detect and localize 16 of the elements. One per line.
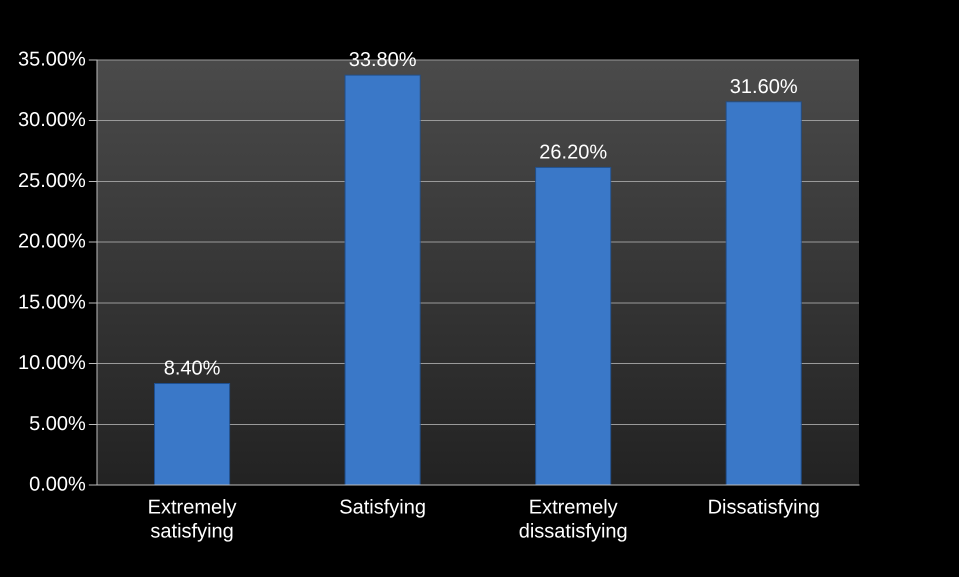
y-tick-label: 25.00% (18, 170, 86, 192)
y-tick-label: 10.00% (18, 352, 86, 374)
x-tick-label: Extremely satisfying (148, 496, 237, 543)
y-tick-label: 0.00% (29, 474, 86, 496)
data-label: 8.40% (164, 358, 221, 380)
y-tick-label: 5.00% (29, 412, 86, 435)
y-tick-label: 35.00% (18, 48, 86, 71)
y-tick-label: 30.00% (18, 109, 86, 132)
data-label: 33.80% (348, 49, 417, 72)
data-label: 31.60% (730, 76, 798, 98)
x-tick-label: Dissatisfying (708, 496, 820, 519)
x-tick-label: Extremely dissatisfying (518, 496, 628, 543)
data-label: 26.20% (539, 141, 608, 164)
y-tick-label: 15.00% (18, 291, 86, 314)
x-tick-label: Satisfying (339, 496, 426, 519)
y-tick-label: 20.00% (18, 230, 86, 253)
